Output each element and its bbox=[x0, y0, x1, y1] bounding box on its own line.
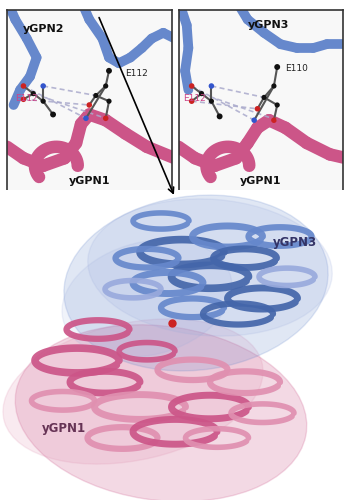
Ellipse shape bbox=[64, 195, 328, 371]
Point bbox=[169, 320, 174, 328]
Ellipse shape bbox=[3, 319, 263, 464]
Point bbox=[199, 90, 204, 98]
Point bbox=[271, 82, 277, 90]
Point bbox=[103, 82, 108, 90]
Point bbox=[209, 82, 214, 90]
Point bbox=[274, 101, 280, 109]
Point bbox=[40, 82, 46, 90]
Text: yGPN2: yGPN2 bbox=[22, 24, 64, 34]
Ellipse shape bbox=[88, 199, 332, 336]
Text: E112: E112 bbox=[15, 94, 38, 103]
Point bbox=[106, 97, 112, 105]
Ellipse shape bbox=[62, 240, 232, 358]
Text: E112: E112 bbox=[125, 70, 148, 78]
Point bbox=[21, 82, 26, 90]
Point bbox=[30, 90, 36, 98]
Point bbox=[274, 63, 280, 71]
Point bbox=[255, 105, 260, 113]
Text: yGPN3: yGPN3 bbox=[273, 236, 317, 249]
Point bbox=[189, 82, 195, 90]
Point bbox=[209, 97, 214, 105]
Point bbox=[40, 97, 46, 105]
Text: E110: E110 bbox=[286, 64, 308, 73]
Point bbox=[106, 67, 112, 75]
Point bbox=[93, 92, 99, 100]
Text: E112: E112 bbox=[183, 94, 206, 103]
Point bbox=[50, 110, 56, 118]
Point bbox=[189, 97, 195, 105]
Ellipse shape bbox=[15, 325, 307, 500]
Point bbox=[21, 96, 26, 104]
Point bbox=[83, 114, 89, 122]
Point bbox=[271, 116, 277, 124]
Point bbox=[251, 116, 257, 124]
Point bbox=[261, 94, 267, 102]
Point bbox=[86, 101, 92, 109]
Text: yGPN1: yGPN1 bbox=[42, 422, 86, 435]
Point bbox=[217, 112, 223, 120]
Point bbox=[103, 114, 108, 122]
Text: yGPN1: yGPN1 bbox=[240, 176, 281, 186]
Text: yGPN1: yGPN1 bbox=[69, 176, 110, 186]
Text: yGPN3: yGPN3 bbox=[248, 20, 290, 30]
